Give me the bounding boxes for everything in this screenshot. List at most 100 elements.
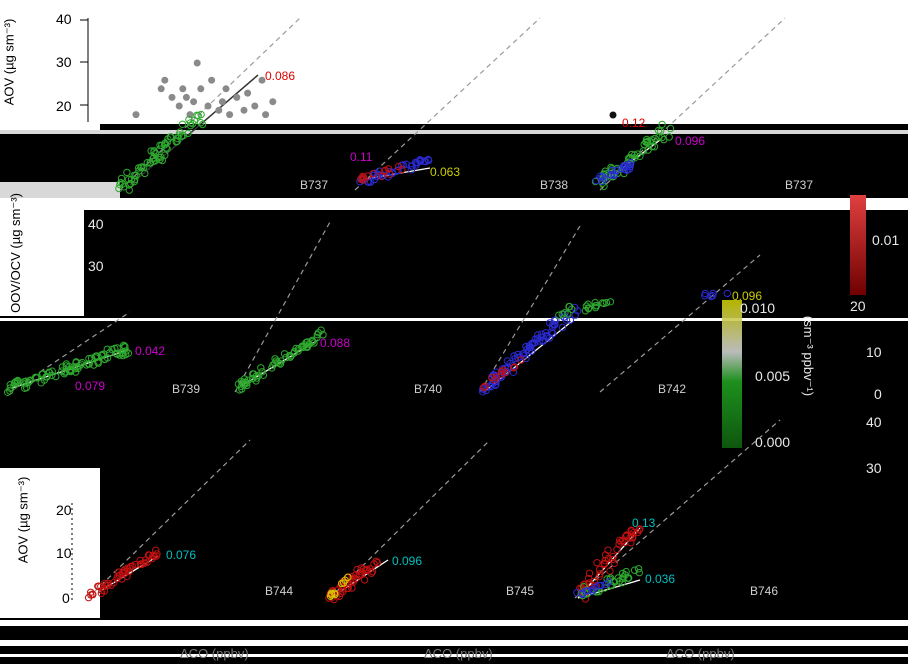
data-point xyxy=(584,304,593,313)
data-point xyxy=(189,119,197,128)
panel-label: B746 xyxy=(750,584,779,598)
right-ytick: 40 xyxy=(866,414,882,430)
data-point xyxy=(627,531,636,539)
data-point xyxy=(166,133,174,141)
data-point xyxy=(510,363,519,371)
row3-ytick: 20 xyxy=(56,502,72,518)
data-point xyxy=(384,165,393,173)
data-point xyxy=(268,364,276,372)
data-point xyxy=(666,124,675,133)
data-point xyxy=(611,170,619,178)
data-point xyxy=(107,581,116,589)
data-point xyxy=(481,382,489,390)
data-point xyxy=(103,345,112,353)
data-point xyxy=(363,172,372,180)
data-point xyxy=(197,119,205,127)
data-point xyxy=(341,576,349,584)
data-point xyxy=(630,566,639,574)
glitch-band xyxy=(0,318,908,321)
data-point xyxy=(100,587,109,595)
data-point xyxy=(370,560,378,568)
data-point xyxy=(582,302,591,310)
data-point xyxy=(121,343,129,351)
data-point xyxy=(359,173,368,181)
data-point xyxy=(116,349,124,357)
data-point xyxy=(52,372,60,381)
data-point xyxy=(618,578,626,587)
data-point xyxy=(301,341,309,349)
data-point xyxy=(222,85,230,93)
data-point xyxy=(416,156,424,164)
data-point xyxy=(549,320,557,328)
data-point xyxy=(237,382,246,391)
data-point xyxy=(269,98,277,106)
data-point xyxy=(573,589,581,597)
panel-label: B745 xyxy=(506,584,535,598)
data-point xyxy=(22,383,31,392)
data-point xyxy=(282,353,290,362)
data-point xyxy=(597,174,605,182)
data-point xyxy=(709,292,717,300)
data-point xyxy=(353,565,361,574)
data-point xyxy=(130,177,139,186)
data-point xyxy=(14,376,22,385)
top-panel-background xyxy=(0,0,908,124)
data-point xyxy=(119,567,128,575)
data-point xyxy=(331,590,339,599)
fit-annotation: 0.096 xyxy=(732,289,763,303)
data-point xyxy=(168,93,176,101)
data-point xyxy=(280,350,289,358)
data-point xyxy=(58,367,66,375)
data-point xyxy=(534,331,542,339)
reference-line xyxy=(87,439,251,599)
data-point xyxy=(6,384,14,392)
fit-annotation: 0.036 xyxy=(645,572,676,586)
data-point xyxy=(276,360,285,368)
data-point xyxy=(6,387,14,395)
row3-ytick: 10 xyxy=(56,545,72,561)
data-point xyxy=(629,529,637,537)
colorbar-tick: 0.010 xyxy=(740,300,776,316)
data-point xyxy=(539,337,547,345)
data-point xyxy=(161,76,169,84)
data-point xyxy=(503,357,512,365)
data-point xyxy=(609,111,617,119)
data-point xyxy=(399,161,407,169)
glitch-band xyxy=(0,198,908,210)
data-point xyxy=(299,343,307,352)
reference-line xyxy=(119,17,301,191)
data-point xyxy=(646,137,654,146)
data-point xyxy=(182,93,190,101)
data-point xyxy=(4,388,12,396)
data-point xyxy=(262,111,270,119)
data-point xyxy=(123,168,131,177)
data-point xyxy=(608,555,617,564)
data-point xyxy=(190,98,198,106)
data-point xyxy=(197,110,205,119)
data-point xyxy=(537,333,546,341)
data-point xyxy=(132,111,140,119)
data-point xyxy=(118,180,127,188)
data-points xyxy=(4,59,731,604)
data-point xyxy=(184,129,192,138)
data-point xyxy=(40,376,49,384)
data-point xyxy=(643,138,651,146)
data-point xyxy=(497,367,506,376)
data-point xyxy=(584,300,592,308)
top-fit-annotation: 0.12 xyxy=(622,116,646,130)
row3-ytick: 0 xyxy=(62,590,70,606)
data-point xyxy=(173,134,182,143)
data-point xyxy=(648,136,656,144)
right-ytick: 20 xyxy=(850,298,866,314)
data-point xyxy=(601,557,609,565)
data-point xyxy=(612,166,620,175)
data-point xyxy=(85,360,93,368)
data-point xyxy=(286,353,294,361)
data-point xyxy=(555,311,563,319)
data-point xyxy=(644,146,652,154)
data-point xyxy=(499,366,507,374)
data-point xyxy=(233,93,241,101)
data-point xyxy=(146,159,154,167)
